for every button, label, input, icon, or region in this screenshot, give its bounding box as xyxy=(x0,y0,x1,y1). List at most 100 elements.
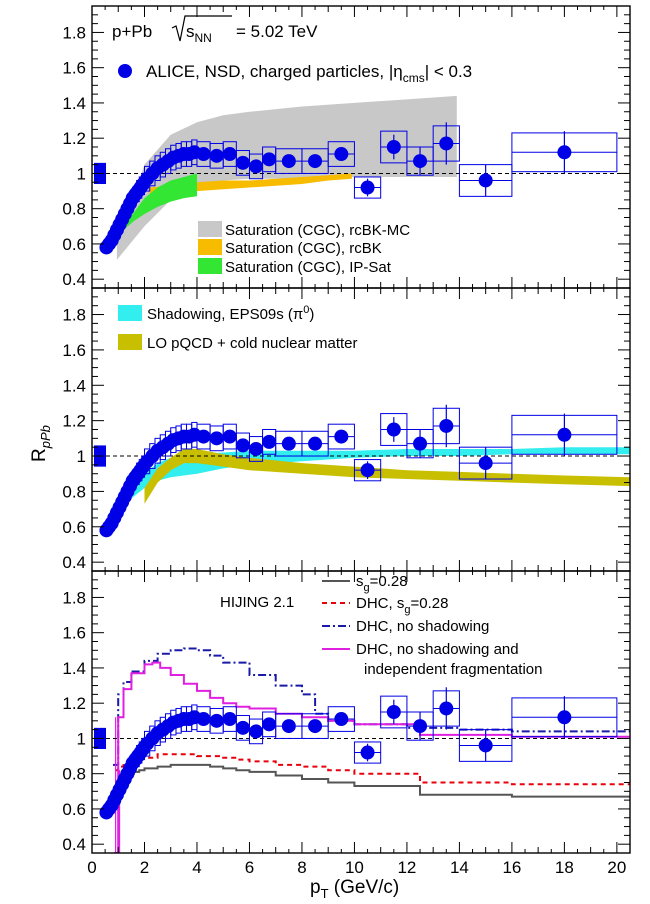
y-tick-label: 1.6 xyxy=(62,59,86,78)
band-1-1 xyxy=(116,95,457,260)
y-tick-label: 0.6 xyxy=(62,800,86,819)
data-point xyxy=(281,436,296,451)
data-point xyxy=(222,429,237,444)
legend-label-p3-2: DHC, sg=0.28 xyxy=(356,595,448,616)
y-tick-label: 1.2 xyxy=(62,412,86,431)
data-point xyxy=(209,713,224,728)
data-point xyxy=(281,719,296,734)
y-tick-label: 0.4 xyxy=(62,835,86,854)
data-point xyxy=(262,717,277,732)
y-tick-label: 0.6 xyxy=(62,518,86,537)
data-point xyxy=(478,173,493,188)
data-point xyxy=(360,180,375,195)
x-tick-label: 12 xyxy=(397,858,416,877)
panel-shadowing: 0.4 0.6 0.8 1 1.2 1.4 1.6 1.8 xyxy=(62,287,631,572)
y-tick-label: 0.8 xyxy=(62,765,86,784)
x-axis-title: pT (GeV/c) xyxy=(310,877,399,901)
legend-label-p2-1: Shadowing, EPS09s (π0) xyxy=(147,304,314,323)
y-tick-label: 0.8 xyxy=(62,200,86,219)
data-point xyxy=(413,436,428,451)
data-point xyxy=(386,705,401,719)
data-point xyxy=(249,724,264,739)
data-point xyxy=(478,456,493,471)
data-point xyxy=(196,712,211,727)
y-tick-label: 1.6 xyxy=(62,624,86,643)
y-tick-label: 1.8 xyxy=(62,23,86,42)
data-point xyxy=(262,434,277,449)
sqrt-s: sNN xyxy=(186,22,212,45)
model-line-1 xyxy=(115,763,630,798)
y-axis-title: RpPb xyxy=(29,425,53,462)
data-point xyxy=(557,145,572,160)
data-point xyxy=(413,719,428,734)
data-point xyxy=(222,712,237,727)
legend-swatch-2 xyxy=(198,239,222,255)
legend-label-p3-3: DHC, no shadowing xyxy=(356,618,489,635)
data-point xyxy=(196,147,211,162)
legend-swatch-3 xyxy=(198,258,222,274)
data-point xyxy=(235,155,250,170)
y-tick-label: 0.6 xyxy=(62,235,86,254)
sqrt-sign xyxy=(171,15,232,42)
data-point xyxy=(262,152,277,167)
legend-label-p3-4: DHC, no shadowing and independent fragmen… xyxy=(356,641,542,678)
panel-hijing: 0.4 0.6 0.8 1 1.2 1.4 1.6 1.8 xyxy=(62,570,631,854)
legend-swatch-p2-2 xyxy=(118,334,142,350)
data-point xyxy=(308,719,323,734)
data-point xyxy=(439,701,454,716)
panel-saturation: 0.4 0.6 0.8 1 1.2 1.4 1.6 1.8 xyxy=(62,5,631,289)
y-tick-label: 1 xyxy=(77,729,86,748)
data-point xyxy=(557,710,572,725)
hijing-label: HIJING 2.1 xyxy=(220,594,294,611)
data-point xyxy=(235,720,250,735)
x-tick-label: 8 xyxy=(297,858,306,877)
legend-label-p2-2: LO pQCD + cold nuclear matter xyxy=(147,335,358,352)
x-tick-label: 20 xyxy=(607,858,626,877)
data-point xyxy=(235,438,250,453)
x-tick-label: 4 xyxy=(192,858,201,877)
x-tick-label: 2 xyxy=(140,858,149,877)
data-point xyxy=(308,436,323,451)
data-point xyxy=(360,745,375,760)
data-point xyxy=(413,154,428,169)
data-point xyxy=(439,418,454,433)
y-tick-label: 1.8 xyxy=(62,588,86,607)
band-1-2 xyxy=(149,173,352,195)
legend-label-1: Saturation (CGC), rcBK-MC xyxy=(225,222,410,239)
legend-swatch-p2-1 xyxy=(118,305,142,321)
data-point xyxy=(334,147,349,162)
legend-label-2: Saturation (CGC), rcBK xyxy=(225,240,382,257)
x-tick-label: 6 xyxy=(245,858,254,877)
data-point xyxy=(209,148,224,163)
x-tick-label: 10 xyxy=(345,858,364,877)
legend-label-3: Saturation (CGC), IP-Sat xyxy=(225,259,392,276)
y-tick-label: 0.8 xyxy=(62,482,86,501)
data-point xyxy=(360,463,375,478)
y-tick-label: 1 xyxy=(77,164,86,183)
chart-title: p+Pb xyxy=(112,22,152,41)
data-point xyxy=(222,147,237,162)
y-tick-label: 1.4 xyxy=(62,94,86,113)
data-point xyxy=(281,154,296,169)
y-tick-label: 1 xyxy=(77,447,86,466)
y-tick-label: 1.4 xyxy=(62,376,86,395)
data-point xyxy=(196,429,211,444)
band-1-3 xyxy=(123,173,197,230)
title-energy: = 5.02 TeV xyxy=(236,22,318,41)
x-tick-label: 18 xyxy=(555,858,574,877)
data-legend-marker xyxy=(118,64,132,78)
y-tick-label: 0.4 xyxy=(62,270,86,289)
y-tick-label: 0.4 xyxy=(62,553,86,572)
data-point xyxy=(209,431,224,446)
panel-frame xyxy=(91,287,631,572)
plot-area-3 xyxy=(92,647,630,853)
data-point xyxy=(386,140,401,154)
x-tick-label: 14 xyxy=(450,858,469,877)
data-point xyxy=(557,427,572,442)
data-point xyxy=(249,159,264,174)
plot-area-1 xyxy=(92,95,630,260)
model-line-2 xyxy=(115,753,630,786)
y-tick-label: 1.4 xyxy=(62,659,86,678)
y-tick-label: 1.6 xyxy=(62,341,86,360)
data-point xyxy=(439,136,454,151)
